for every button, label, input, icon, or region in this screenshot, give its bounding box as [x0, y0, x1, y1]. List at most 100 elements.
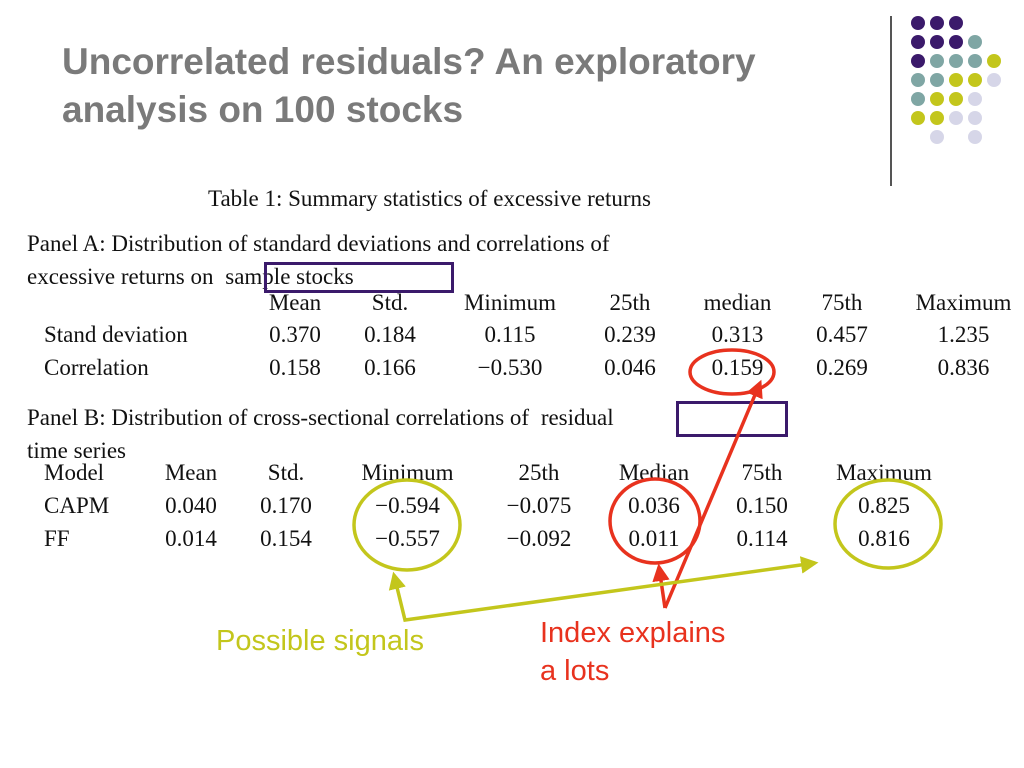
panel-b-text-line-1: Panel B: Distribution of cross-sectional… — [27, 401, 614, 434]
slide-title-line-2: analysis on 100 stocks — [62, 89, 464, 130]
panel-b-row-capm: CAPM 0.040 0.170 −0.594 −0.075 0.036 0.1… — [0, 493, 1024, 523]
panel-a-description: Panel A: Distribution of standard deviat… — [27, 227, 610, 293]
decorative-dot — [968, 130, 982, 144]
sample-stocks-highlight-box — [264, 262, 454, 293]
panel-a-text-line-2: excessive returns on sample stocks — [27, 260, 610, 293]
panel-b-description: Panel B: Distribution of cross-sectional… — [27, 401, 614, 467]
decorative-dot — [911, 111, 925, 125]
slide-title: Uncorrelated residuals? An exploratory a… — [62, 38, 842, 134]
panel-a-boxed-text: sample stocks — [225, 264, 354, 289]
panel-b-cell: 0.014 — [165, 526, 217, 551]
residual-highlight-box — [676, 401, 788, 437]
panel-a-cell: 0.457 — [816, 322, 868, 347]
decorative-dot — [930, 111, 944, 125]
panel-a-cell: 0.184 — [364, 322, 416, 347]
decorative-dot — [949, 35, 963, 49]
decorative-divider — [890, 16, 892, 186]
index-explains-note: Index explains a lots — [540, 614, 725, 690]
slide-title-line-1: Uncorrelated residuals? An exploratory — [62, 41, 756, 82]
panel-a-text-line-1: Panel A: Distribution of standard deviat… — [27, 231, 610, 256]
decorative-dot — [930, 16, 944, 30]
panel-b-cell: 0.154 — [260, 526, 312, 551]
panel-a-text-line-2-prefix: excessive returns on — [27, 264, 214, 289]
panel-a-cell: 0.370 — [269, 322, 321, 347]
panel-b-cell: 0.816 — [858, 526, 910, 551]
panel-a-header-median: median — [703, 290, 772, 315]
panel-a-cell: 0.159 — [711, 355, 764, 380]
panel-a-row-label: Stand deviation — [44, 322, 188, 347]
panel-a-header-row: Mean Std. Minimum 25th median 75th Maxim… — [0, 290, 1024, 320]
panel-a-cell: 0.239 — [604, 322, 656, 347]
decorative-dot — [949, 54, 963, 68]
panel-b-cell: −0.075 — [506, 493, 572, 518]
panel-b-cell: 0.170 — [260, 493, 312, 518]
decorative-dot — [949, 73, 963, 87]
panel-a-cell: 0.046 — [604, 355, 656, 380]
decorative-dot — [987, 73, 1001, 87]
panel-b-cell: 0.036 — [628, 493, 680, 518]
panel-a-cell: 0.836 — [937, 355, 990, 380]
panel-a-cell: 0.158 — [269, 355, 321, 380]
panel-a-row-label: Correlation — [44, 355, 149, 380]
decorative-dot-grid — [911, 16, 1001, 144]
panel-a-cell: 0.313 — [711, 322, 764, 347]
decorative-dot — [949, 92, 963, 106]
panel-b-header-25th: 25th — [518, 460, 560, 485]
panel-a-row-stand-deviation: Stand deviation 0.370 0.184 0.115 0.239 … — [0, 322, 1024, 352]
panel-a-header-maximum: Maximum — [915, 290, 1012, 315]
decorative-dot — [968, 54, 982, 68]
decorative-dot — [911, 73, 925, 87]
decorative-dot — [968, 111, 982, 125]
panel-b-row-ff: FF 0.014 0.154 −0.557 −0.092 0.011 0.114… — [0, 526, 1024, 556]
panel-a-cell: 0.166 — [364, 355, 416, 380]
decorative-dot — [949, 111, 963, 125]
panel-b-text-line-2: time series — [27, 438, 126, 463]
panel-b-cell: 0.011 — [628, 526, 680, 551]
table-caption: Table 1: Summary statistics of excessive… — [208, 186, 651, 211]
panel-a-header-mean: Mean — [268, 290, 322, 315]
decorative-dot — [949, 16, 963, 30]
possible-signals-note: Possible signals — [216, 625, 424, 657]
panel-a-cell: 1.235 — [937, 322, 990, 347]
panel-b-text-line-1-prefix: Panel B: Distribution of cross-sectional… — [27, 405, 530, 430]
panel-b-header-mean: Mean — [164, 460, 218, 485]
panel-b-cell: −0.092 — [506, 526, 572, 551]
decorative-dot — [911, 92, 925, 106]
panel-b-header-median: Median — [618, 460, 690, 485]
decorative-dot — [987, 54, 1001, 68]
panel-a-row-correlation: Correlation 0.158 0.166 −0.530 0.046 0.1… — [0, 355, 1024, 385]
green-arrows — [388, 556, 819, 622]
panel-a-header-minimum: Minimum — [463, 290, 556, 315]
panel-a-header-std: Std. — [371, 290, 409, 315]
panel-a-cell: 0.269 — [816, 355, 868, 380]
decorative-dot — [911, 54, 925, 68]
decorative-dot — [930, 54, 944, 68]
panel-a-cell: 0.115 — [484, 322, 536, 347]
panel-b-header-75th: 75th — [741, 460, 783, 485]
decorative-dot — [930, 73, 944, 87]
decorative-dot — [911, 16, 925, 30]
panel-b-cell: 0.825 — [858, 493, 910, 518]
panel-b-cell: 0.150 — [736, 493, 788, 518]
panel-b-header-std: Std. — [267, 460, 305, 485]
panel-a-header-75th: 75th — [821, 290, 863, 315]
panel-b-row-label: CAPM — [44, 493, 110, 518]
panel-b-header-model: Model — [44, 460, 105, 485]
panel-a-header-25th: 25th — [609, 290, 651, 315]
panel-b-header-maximum: Maximum — [836, 460, 932, 485]
panel-b-cell: −0.594 — [375, 493, 440, 518]
panel-b-row-label: FF — [44, 526, 70, 551]
decorative-dot — [968, 35, 982, 49]
decorative-dot — [930, 92, 944, 106]
panel-b-header-row: Model Mean Std. Minimum 25th Median 75th… — [0, 460, 1024, 490]
panel-b-boxed-text: residual — [540, 405, 614, 430]
decorative-dot — [968, 92, 982, 106]
panel-b-header-minimum: Minimum — [361, 460, 454, 485]
decorative-dot — [930, 130, 944, 144]
panel-b-cell: 0.114 — [736, 526, 788, 551]
red-arrow-to-panel-b — [652, 563, 670, 609]
decorative-dot — [968, 73, 982, 87]
panel-a-cell: −0.530 — [477, 355, 543, 380]
index-explains-line-2: a lots — [540, 655, 610, 687]
index-explains-line-1: Index explains — [540, 617, 726, 649]
